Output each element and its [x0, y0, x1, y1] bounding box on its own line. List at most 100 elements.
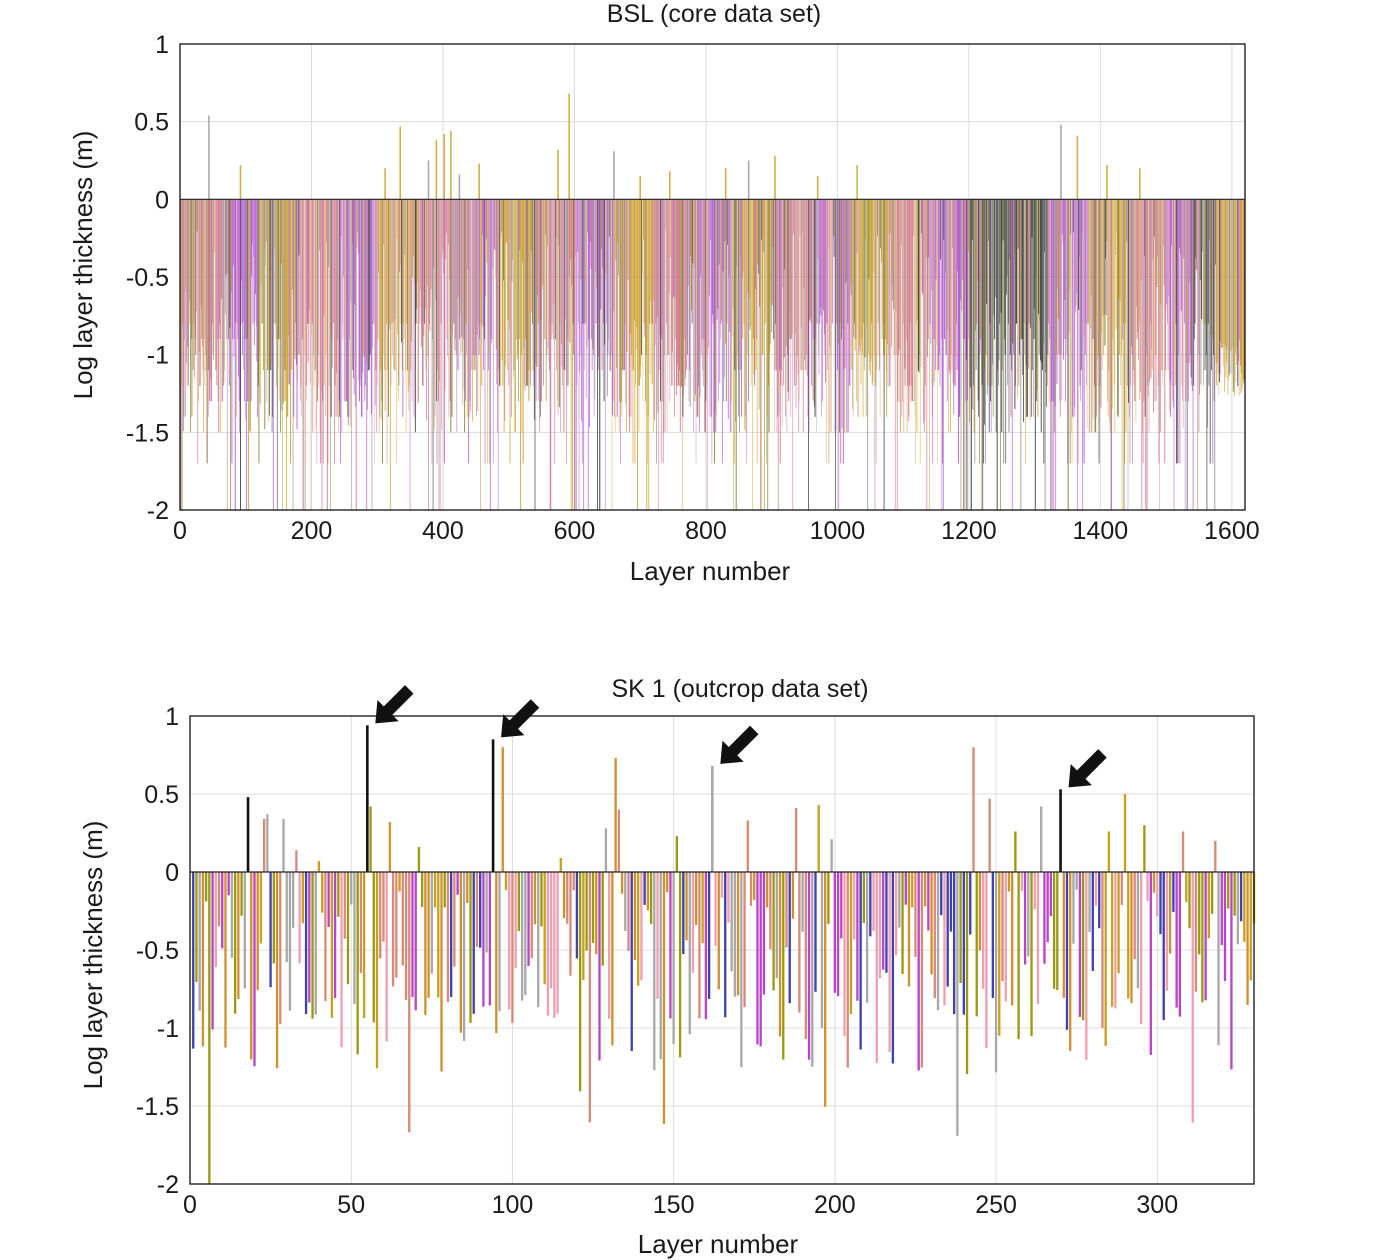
- bar: [303, 199, 305, 511]
- bar: [1001, 199, 1003, 371]
- bar: [495, 199, 497, 349]
- bar: [833, 199, 835, 257]
- bar: [702, 199, 704, 371]
- bar: [1178, 199, 1180, 355]
- bar: [1062, 199, 1064, 244]
- bar: [408, 199, 410, 386]
- bar: [315, 199, 317, 429]
- bar: [254, 199, 256, 322]
- bar: [1153, 199, 1155, 413]
- bar: [483, 199, 485, 371]
- bar: [300, 199, 302, 386]
- bar: [1228, 199, 1230, 376]
- bar: [425, 199, 427, 371]
- bar: [927, 872, 930, 931]
- bar: [449, 199, 451, 402]
- bar-positive: [1214, 840, 1217, 872]
- bar: [1097, 199, 1099, 386]
- bar: [410, 199, 412, 342]
- bar: [1206, 199, 1208, 511]
- bar: [1159, 199, 1160, 511]
- bar: [238, 199, 239, 377]
- bar: [298, 199, 300, 256]
- bar-positive: [724, 168, 727, 200]
- bar: [581, 199, 583, 422]
- bar: [612, 199, 614, 416]
- bar: [224, 199, 226, 371]
- bar: [677, 199, 679, 365]
- bar: [379, 872, 382, 959]
- bar: [1094, 199, 1095, 386]
- bar: [1085, 199, 1087, 324]
- bar: [590, 199, 592, 270]
- bar: [869, 872, 872, 937]
- bar: [1000, 199, 1002, 313]
- bar: [516, 199, 518, 360]
- bar: [343, 199, 345, 276]
- bar: [875, 199, 877, 464]
- bar: [562, 872, 566, 919]
- bar: [772, 872, 775, 991]
- bar: [948, 199, 949, 433]
- bar: [959, 199, 961, 301]
- bar: [349, 199, 351, 340]
- y-tick-label: 0.5: [134, 109, 169, 137]
- x-tick-label: 1400: [1073, 517, 1129, 545]
- bar: [1075, 199, 1077, 306]
- bar: [978, 199, 980, 464]
- bar: [472, 872, 475, 1014]
- bar: [277, 199, 279, 370]
- bar: [1174, 199, 1176, 355]
- bar: [1227, 872, 1230, 909]
- bar: [547, 199, 549, 349]
- bar: [867, 199, 869, 511]
- bar: [1220, 872, 1223, 946]
- bar: [260, 199, 262, 285]
- bar-positive: [369, 806, 372, 872]
- bar: [722, 199, 724, 272]
- bar: [240, 872, 243, 916]
- bar: [1241, 199, 1243, 389]
- bar: [693, 199, 695, 268]
- bar-highlighted: [246, 797, 250, 872]
- bar: [702, 199, 704, 386]
- bar: [519, 199, 521, 251]
- bar: [293, 199, 295, 417]
- bar: [487, 199, 489, 464]
- bar: [202, 199, 204, 371]
- bar: [632, 199, 634, 464]
- bar: [478, 199, 480, 355]
- bar: [602, 199, 604, 324]
- bar: [1170, 199, 1172, 417]
- bar: [624, 199, 626, 324]
- bar: [1098, 872, 1101, 929]
- bar: [460, 199, 462, 337]
- bar: [359, 199, 360, 402]
- bar: [232, 199, 234, 340]
- bar: [752, 199, 754, 339]
- bar: [1236, 199, 1238, 347]
- bar: [311, 872, 314, 1019]
- bar: [777, 199, 779, 511]
- bar: [524, 872, 527, 996]
- bar: [700, 199, 702, 276]
- bar: [481, 199, 483, 235]
- bar: [430, 199, 432, 289]
- bar: [640, 872, 643, 981]
- bar: [493, 199, 495, 464]
- bar: [798, 199, 800, 403]
- bar: [1194, 199, 1196, 324]
- bar: [672, 199, 674, 386]
- bar: [594, 199, 596, 399]
- bar: [1052, 872, 1056, 989]
- bar: [322, 199, 324, 402]
- bar: [455, 199, 456, 340]
- bar: [823, 199, 825, 311]
- bar: [456, 199, 458, 371]
- plot-frame: [189, 715, 1255, 1185]
- bar: [973, 199, 975, 433]
- bar: [506, 199, 508, 371]
- bar: [900, 199, 901, 433]
- bar: [1164, 199, 1166, 464]
- bar: [1099, 199, 1101, 386]
